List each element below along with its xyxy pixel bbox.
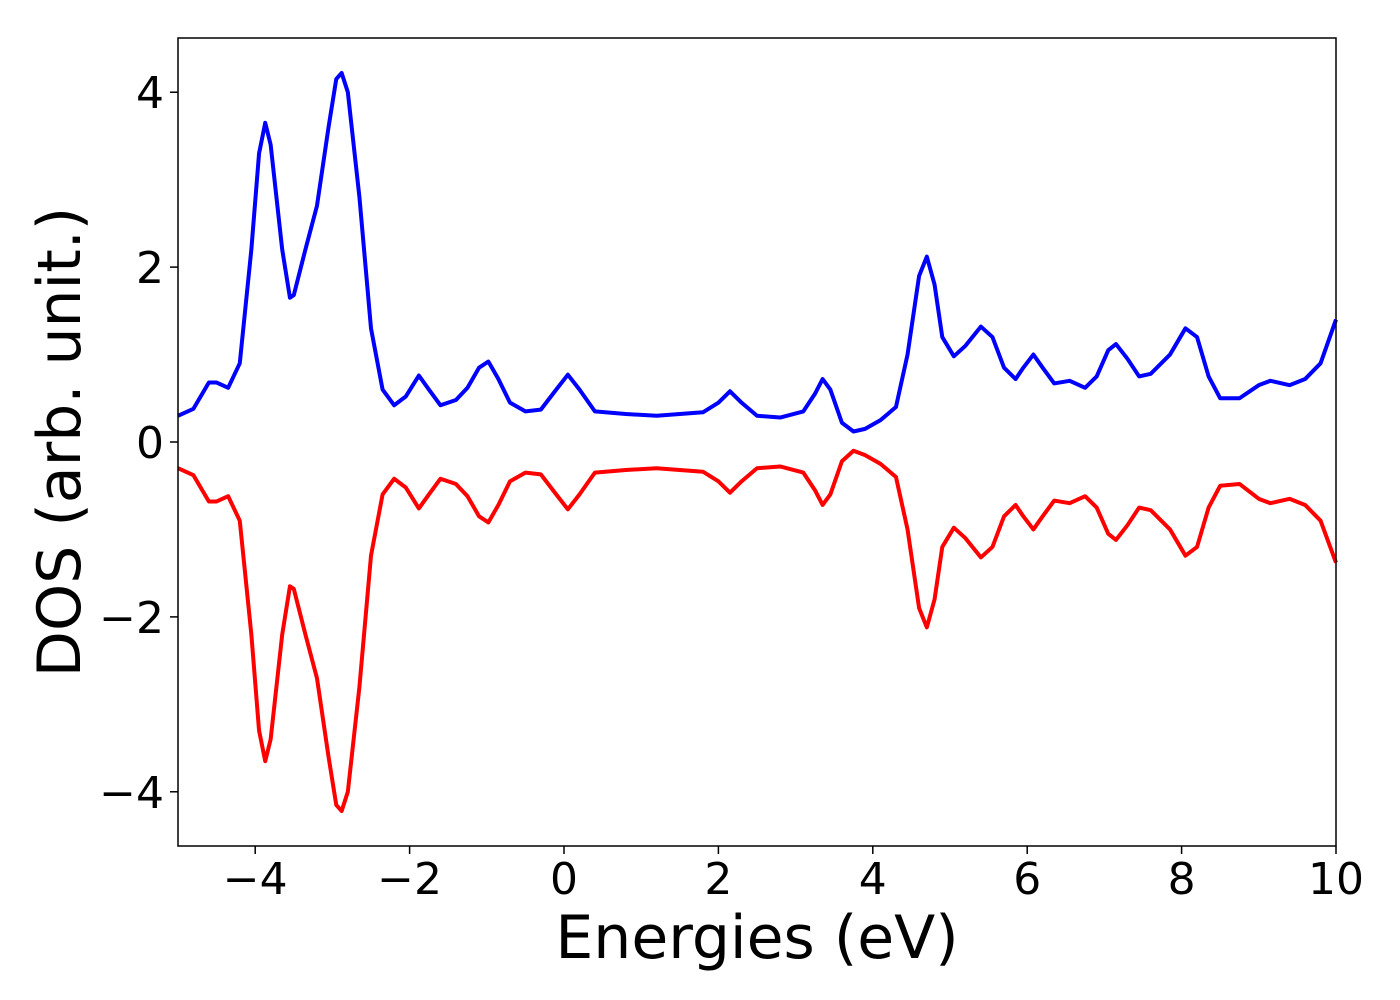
y-tick-label: 4 [136, 68, 164, 119]
x-tick-label: 0 [550, 854, 578, 905]
x-tick-label: 2 [704, 854, 732, 905]
x-tick-label: −2 [377, 854, 442, 905]
y-tick-label: 0 [136, 418, 164, 469]
y-tick-label: −2 [99, 593, 164, 644]
y-tick-label: 2 [136, 243, 164, 294]
x-tick-label: 10 [1308, 854, 1364, 905]
series-line [177, 70, 1338, 434]
series-line [177, 448, 1338, 814]
y-tick-label: −4 [99, 768, 164, 819]
x-tick-label: −4 [223, 854, 288, 905]
plot-frame [177, 37, 1337, 847]
x-tick-label: 8 [1168, 854, 1196, 905]
x-tick-label: 4 [859, 854, 887, 905]
x-axis-label: Energies (eV) [555, 903, 958, 973]
y-axis-label: DOS (arb. unit.) [25, 207, 95, 677]
x-tick-label: 6 [1013, 854, 1041, 905]
